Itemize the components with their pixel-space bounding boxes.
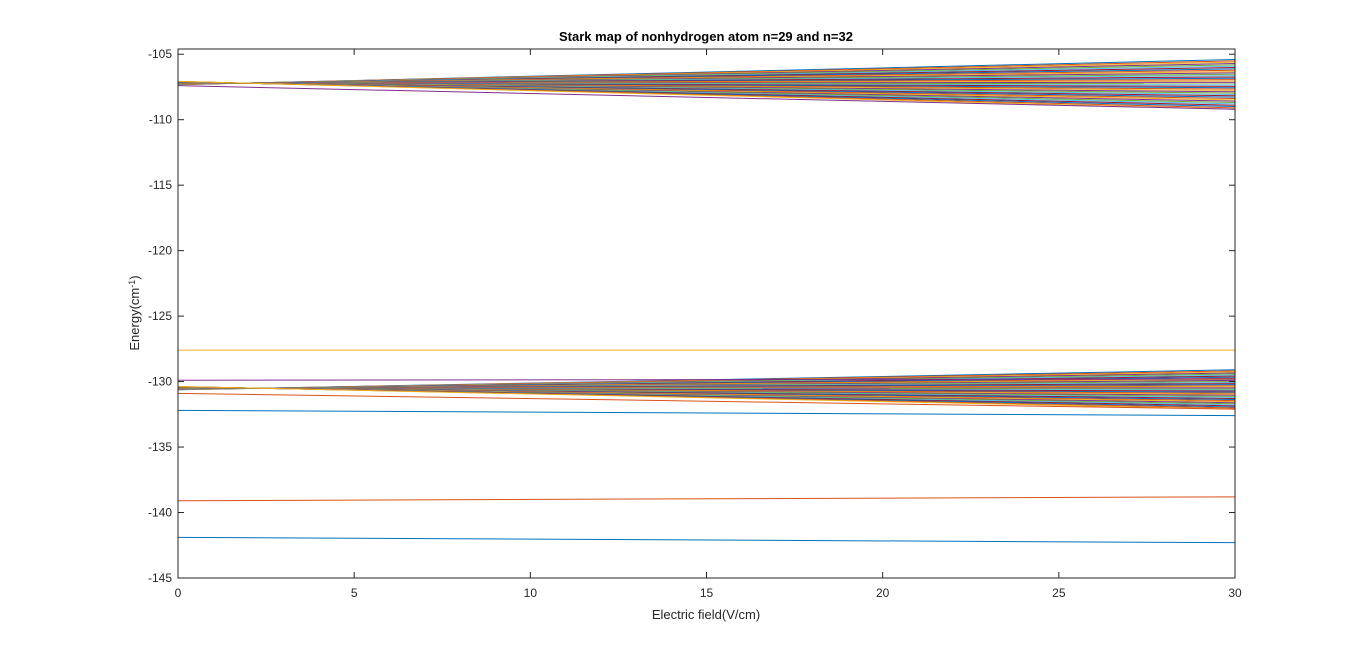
y-tick-label: -105 (148, 47, 172, 61)
x-tick-label: 15 (700, 586, 714, 600)
y-tick-label: -135 (148, 440, 172, 454)
series-line (178, 378, 1235, 381)
x-tick-label: 30 (1228, 586, 1242, 600)
series-line (178, 409, 1235, 417)
manifold-1-level-line (178, 80, 1235, 110)
y-tick-label: -145 (148, 571, 172, 585)
y-tick-label: -120 (148, 244, 172, 258)
chart-title: Stark map of nonhydrogen atom n=29 and n… (559, 29, 853, 44)
y-axis-label: Energy(cm-1) (127, 275, 142, 350)
series-group (178, 58, 1235, 544)
series-line (178, 536, 1235, 544)
series-line (178, 392, 1235, 410)
y-tick-label: -140 (148, 506, 172, 520)
series-line (178, 496, 1235, 502)
axes-group: 0 5 10 15 20 25 30 -145 -140 -135 -130 -125 -120 -115… (148, 47, 1242, 600)
y-tick-label: -125 (148, 309, 172, 323)
x-tick-label: 0 (175, 586, 182, 600)
x-tick-label: 20 (876, 586, 890, 600)
manifold-2-level-line (178, 386, 1235, 410)
x-tick-label: 10 (524, 586, 538, 600)
y-tick-label: -110 (149, 113, 172, 127)
series-line (178, 85, 1235, 110)
plot-area (178, 49, 1235, 578)
x-tick-label: 5 (351, 586, 358, 600)
y-tick-label: -115 (149, 178, 172, 192)
y-axis-label-main: Energy(cm (127, 288, 142, 351)
y-axis-label-end: ) (127, 275, 142, 279)
y-tick-label: -130 (148, 375, 172, 389)
x-axis-label: Electric field(V/cm) (652, 607, 760, 622)
axes-box (177, 48, 1236, 579)
y-axis-label-superscript: -1 (127, 280, 137, 288)
x-tick-label: 25 (1052, 586, 1066, 600)
